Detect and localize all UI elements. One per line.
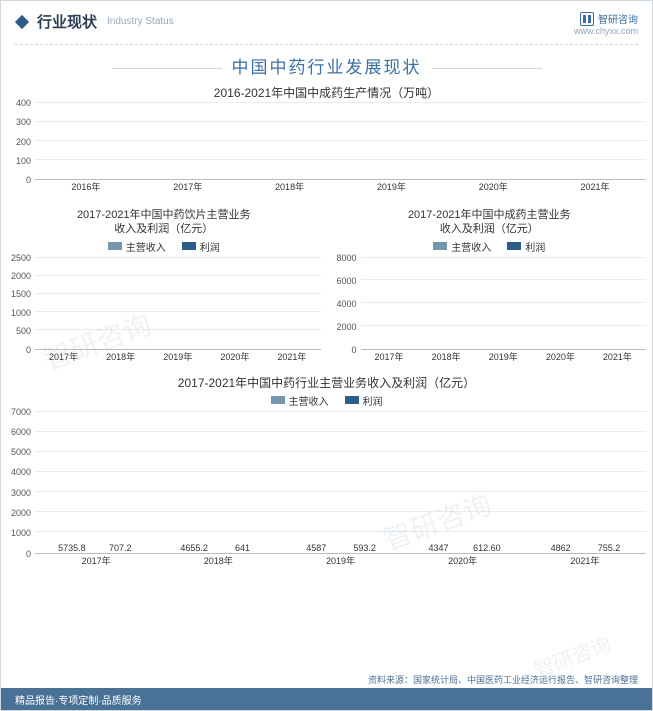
brand-label: 智研咨询 bbox=[598, 11, 638, 26]
chart4-legend: 主营收入 利润 bbox=[1, 393, 652, 408]
x-tick-label: 2019年 bbox=[149, 350, 206, 368]
x-tick-label: 2021年 bbox=[263, 350, 320, 368]
x-tick-label: 2017年 bbox=[35, 554, 157, 572]
page-subtitle: Industry Status bbox=[107, 16, 174, 27]
chart4-legend-item-1: 主营收入 bbox=[271, 393, 329, 408]
brand-url: www.chyxx.com bbox=[574, 26, 638, 36]
bar-value-label: 641 bbox=[235, 543, 250, 553]
chart2-plot: 250020001500100050002017年2018年2019年2020年… bbox=[1, 258, 327, 368]
bar-value-label: 755.2 bbox=[598, 543, 621, 553]
x-tick-label: 2021年 bbox=[524, 554, 646, 572]
chart3-legend: 主营收入 利润 bbox=[327, 239, 653, 254]
chart4-swatch-1 bbox=[271, 396, 285, 404]
chart2-legend-label-1: 主营收入 bbox=[126, 239, 166, 254]
brand-logo: 智研咨询 bbox=[574, 11, 638, 26]
chart1-plot: 40030020010002016年2017年2018年2019年2020年20… bbox=[1, 103, 652, 198]
chart2-legend-item-2: 利润 bbox=[182, 239, 220, 254]
x-tick-label: 2019年 bbox=[279, 554, 401, 572]
chart2: 2017-2021年中国中药饮片主营业务 收入及利润（亿元） 主营收入 利润 2… bbox=[1, 202, 327, 368]
diamond-icon bbox=[15, 14, 29, 28]
bar-value-label: 5735.8 bbox=[58, 543, 86, 553]
x-tick-label: 2021年 bbox=[589, 350, 646, 368]
chart2-legend-item-1: 主营收入 bbox=[108, 239, 166, 254]
x-tick-label: 2021年 bbox=[544, 180, 646, 198]
x-tick-label: 2020年 bbox=[442, 180, 544, 198]
chart3-swatch-1 bbox=[433, 242, 447, 250]
chart3-legend-item-2: 利润 bbox=[507, 239, 545, 254]
bar-value-label: 4655.2 bbox=[180, 543, 208, 553]
chart4-swatch-2 bbox=[345, 396, 359, 404]
chart3-title: 2017-2021年中国中成药主营业务 收入及利润（亿元） bbox=[327, 208, 653, 237]
chart1: 2016-2021年中国中成药生产情况（万吨） 4003002001000201… bbox=[1, 84, 652, 198]
header: 行业现状 Industry Status 智研咨询 www.chyxx.com bbox=[1, 1, 652, 40]
x-tick-label: 2016年 bbox=[35, 180, 137, 198]
x-tick-label: 2020年 bbox=[206, 350, 263, 368]
chart2-swatch-1 bbox=[108, 242, 122, 250]
chart4-plot: 700060005000400030002000100005735.8707.2… bbox=[1, 412, 652, 572]
chart4-legend-label-2: 利润 bbox=[363, 393, 383, 408]
x-tick-label: 2020年 bbox=[402, 554, 524, 572]
x-tick-label: 2018年 bbox=[239, 180, 341, 198]
chart1-title: 2016-2021年中国中成药生产情况（万吨） bbox=[1, 84, 652, 101]
chart3-legend-label-2: 利润 bbox=[525, 239, 545, 254]
footer: 精品报告·专项定制·品质服务 bbox=[1, 688, 652, 710]
source-text: 资料来源：国家统计局、中国医药工业经济运行报告、智研咨询整理 bbox=[368, 673, 638, 686]
chart3-legend-label-1: 主营收入 bbox=[451, 239, 491, 254]
chart2-legend-label-2: 利润 bbox=[200, 239, 220, 254]
main-title: 中国中药行业发展现状 bbox=[1, 53, 652, 78]
chart3-legend-item-1: 主营收入 bbox=[433, 239, 491, 254]
bar-value-label: 4587 bbox=[306, 543, 326, 553]
chart4-legend-item-2: 利润 bbox=[345, 393, 383, 408]
bar-value-label: 612.60 bbox=[473, 543, 501, 553]
x-tick-label: 2018年 bbox=[418, 350, 475, 368]
x-tick-label: 2017年 bbox=[137, 180, 239, 198]
x-tick-label: 2019年 bbox=[340, 180, 442, 198]
row-charts-2-3: 2017-2021年中国中药饮片主营业务 收入及利润（亿元） 主营收入 利润 2… bbox=[1, 202, 652, 368]
bar-value-label: 4862 bbox=[551, 543, 571, 553]
chart3-swatch-2 bbox=[507, 242, 521, 250]
brand-icon bbox=[580, 12, 594, 26]
bar-value-label: 707.2 bbox=[109, 543, 132, 553]
footer-text: 精品报告·专项定制·品质服务 bbox=[15, 692, 142, 707]
chart3: 2017-2021年中国中成药主营业务 收入及利润（亿元） 主营收入 利润 80… bbox=[327, 202, 653, 368]
chart4: 2017-2021年中国中药行业主营业务收入及利润（亿元） 主营收入 利润 70… bbox=[1, 374, 652, 572]
chart4-title: 2017-2021年中国中药行业主营业务收入及利润（亿元） bbox=[1, 374, 652, 391]
x-tick-label: 2019年 bbox=[475, 350, 532, 368]
chart3-plot: 800060004000200002017年2018年2019年2020年202… bbox=[327, 258, 653, 368]
header-right: 智研咨询 www.chyxx.com bbox=[574, 11, 638, 36]
page-title: 行业现状 bbox=[37, 11, 97, 32]
x-tick-label: 2018年 bbox=[92, 350, 149, 368]
x-tick-label: 2017年 bbox=[35, 350, 92, 368]
x-tick-label: 2020年 bbox=[532, 350, 589, 368]
x-tick-label: 2017年 bbox=[361, 350, 418, 368]
chart2-swatch-2 bbox=[182, 242, 196, 250]
chart4-legend-label-1: 主营收入 bbox=[289, 393, 329, 408]
header-divider bbox=[15, 44, 638, 45]
bar-value-label: 4347 bbox=[428, 543, 448, 553]
chart2-title: 2017-2021年中国中药饮片主营业务 收入及利润（亿元） bbox=[1, 208, 327, 237]
chart2-legend: 主营收入 利润 bbox=[1, 239, 327, 254]
bar-value-label: 593.2 bbox=[353, 543, 376, 553]
x-tick-label: 2018年 bbox=[157, 554, 279, 572]
header-left: 行业现状 Industry Status bbox=[15, 11, 174, 32]
